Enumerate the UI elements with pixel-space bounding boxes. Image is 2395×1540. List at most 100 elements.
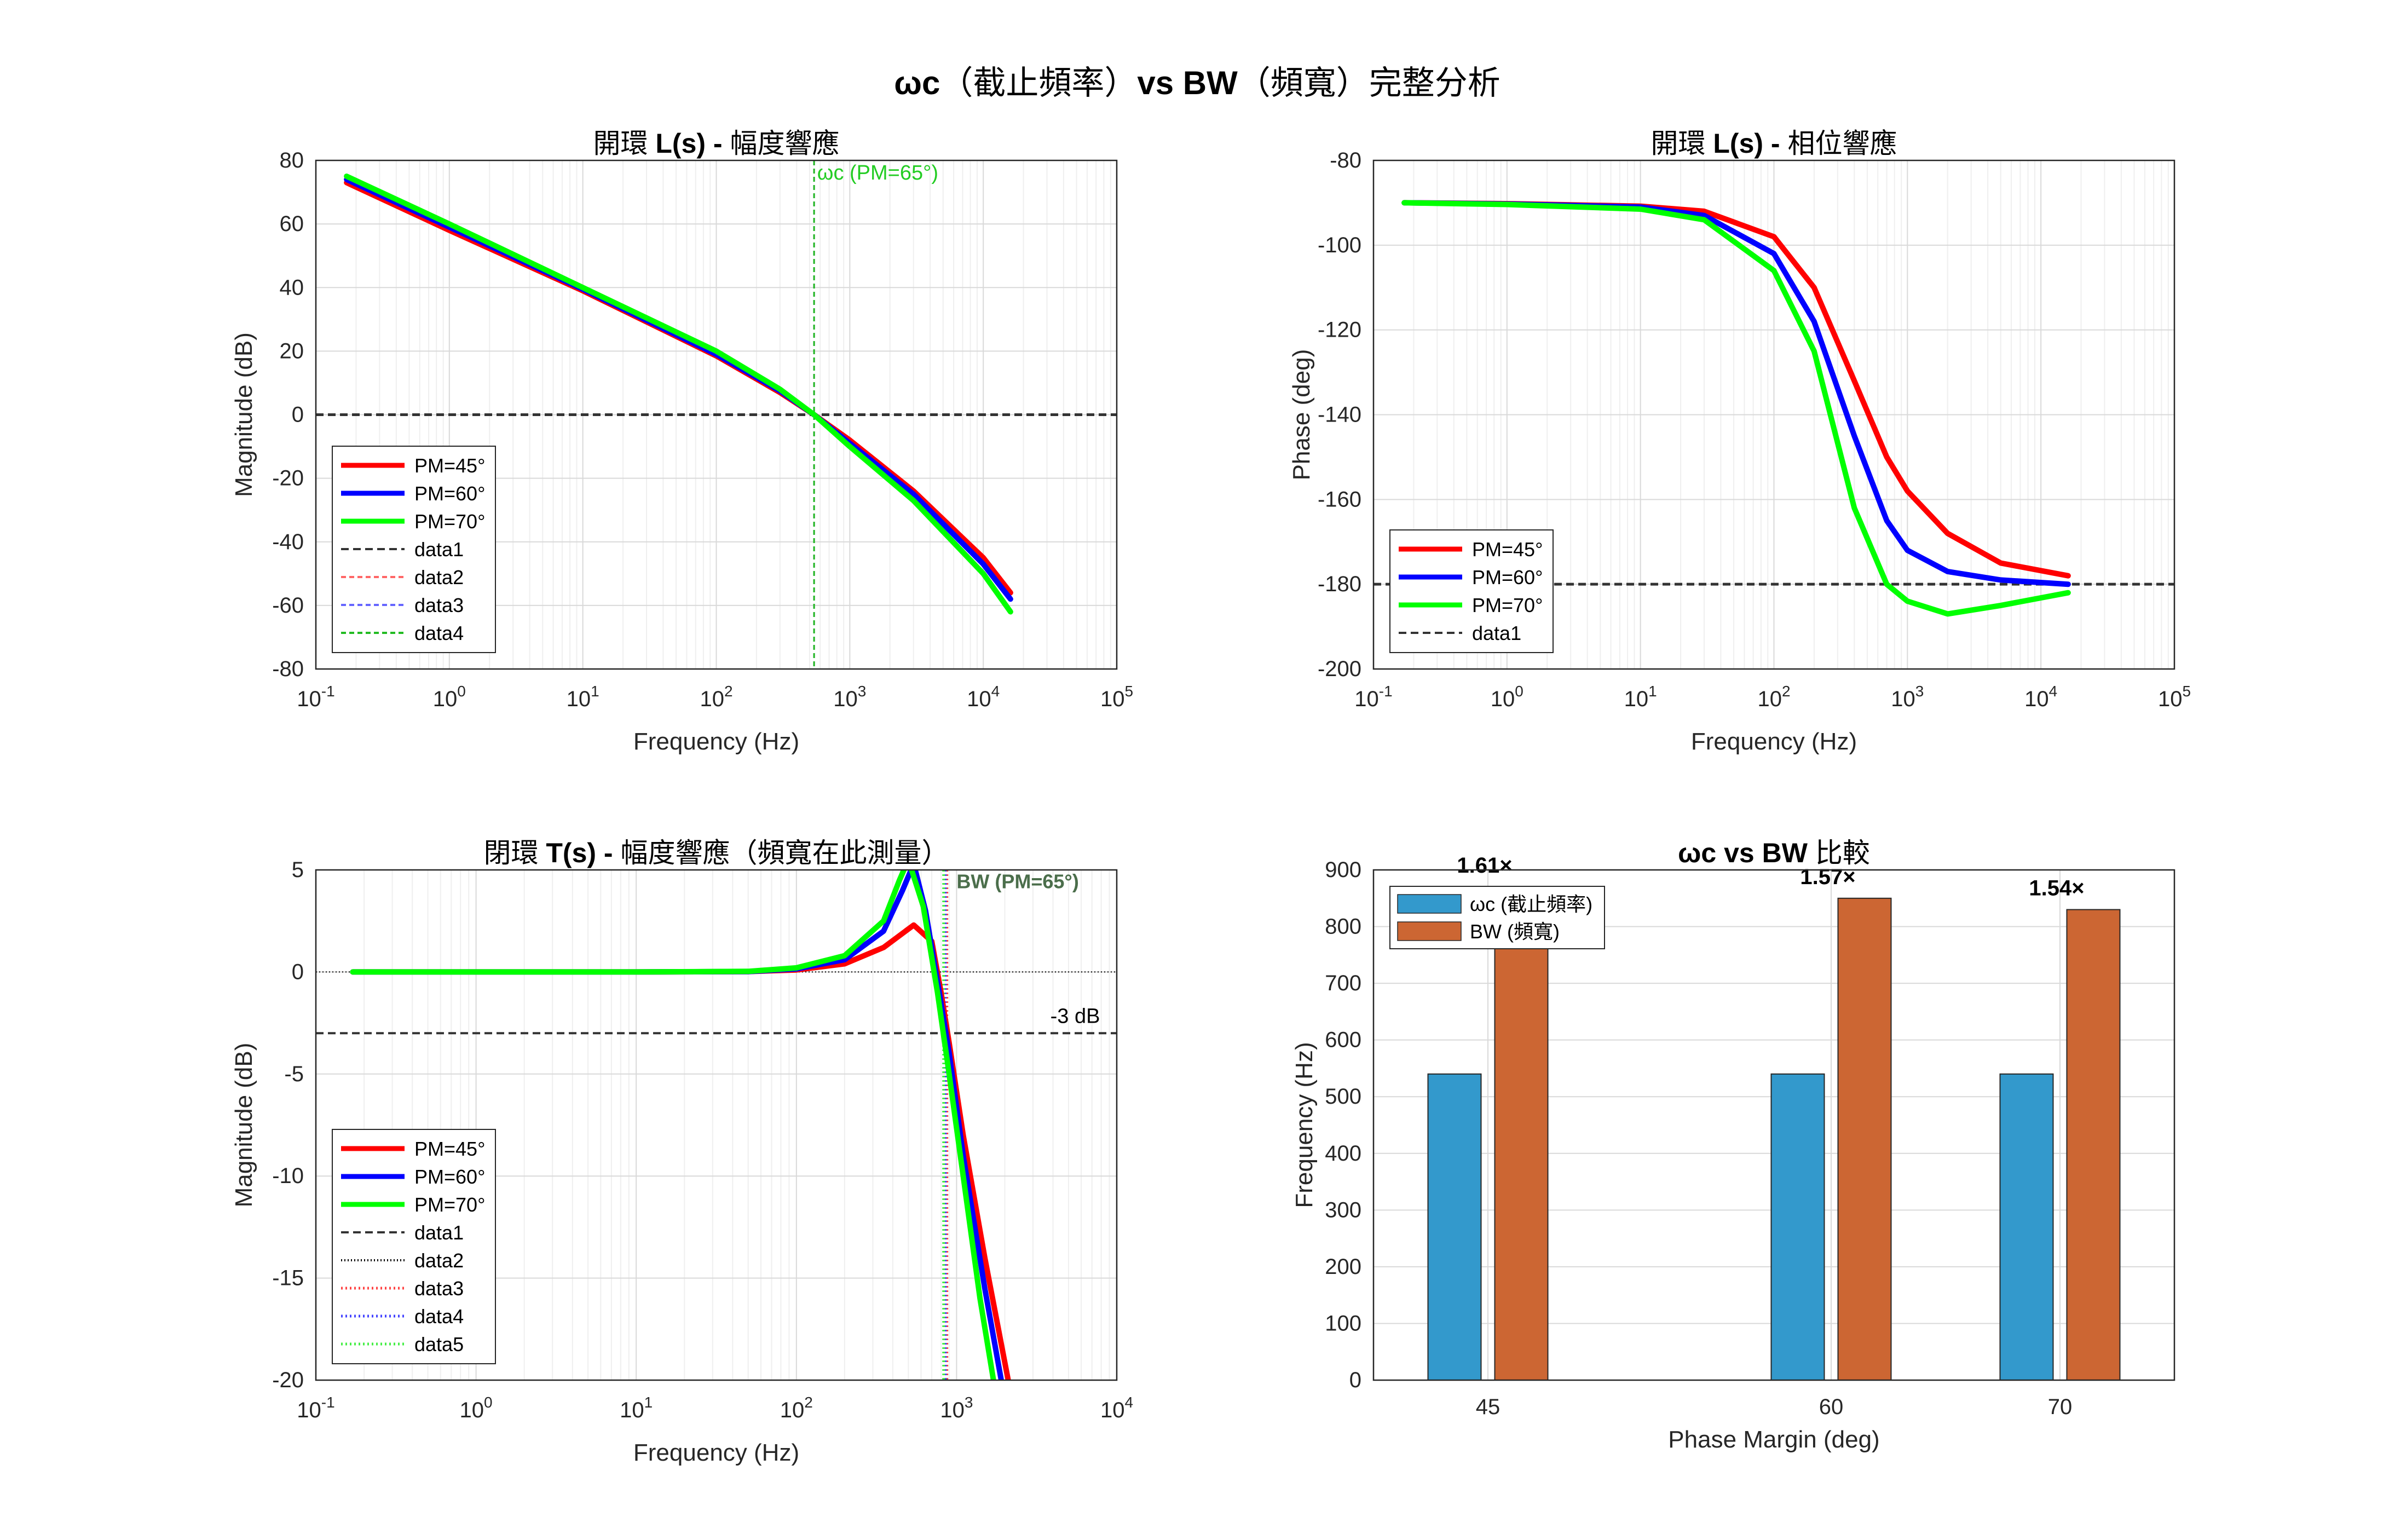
y-tick-label: -120 xyxy=(1318,318,1361,342)
x-axis-label: Phase Margin (deg) xyxy=(1668,1426,1879,1453)
series-line-3 xyxy=(344,174,1013,615)
y-tick-label: 0 xyxy=(1349,1368,1361,1392)
series-group xyxy=(344,174,1013,615)
x-tick-label: 10-1 xyxy=(1354,683,1392,711)
x-tick-label: 10-1 xyxy=(297,683,334,711)
x-axis-label: Frequency (Hz) xyxy=(633,728,799,755)
x-tick-label: 102 xyxy=(780,1394,813,1422)
y-tick-label: 80 xyxy=(280,148,304,172)
annotation: -3 dB xyxy=(1051,1005,1100,1028)
legend-label: data5 xyxy=(414,1333,464,1356)
ratio-label: 1.61× xyxy=(1457,853,1512,878)
y-tick-label: 5 xyxy=(292,858,304,882)
y-tick-label: 0 xyxy=(292,403,304,427)
y-tick-label: -180 xyxy=(1318,572,1361,596)
bar-wc xyxy=(1427,1073,1482,1381)
y-tick-label: 600 xyxy=(1325,1028,1361,1052)
y-tick-label: -20 xyxy=(272,1368,304,1392)
y-tick-label: -160 xyxy=(1318,487,1361,511)
y-axis-label: Frequency (Hz) xyxy=(1291,1042,1318,1208)
legend: PM=45° PM=60° PM=70° data1 xyxy=(1389,529,1554,653)
series-group xyxy=(1401,200,2071,617)
y-tick-label: -5 xyxy=(284,1062,304,1086)
panel-closed-loop-magnitude: 10-1 100 101 102 103 104 -20 -15 -10 -5 0 5 BW (PM=6… xyxy=(230,838,1133,1466)
y-axis-label: Magnitude (dB) xyxy=(230,332,257,497)
legend-label: PM=60° xyxy=(1472,566,1543,589)
y-tick-label: -10 xyxy=(272,1164,304,1188)
y-tick-label: 400 xyxy=(1325,1141,1361,1166)
y-tick-label: -15 xyxy=(272,1266,304,1290)
legend-label: PM=45° xyxy=(414,454,485,477)
series-line-3 xyxy=(1401,200,2071,617)
x-tick-label: 105 xyxy=(2158,683,2191,711)
axes-frame xyxy=(315,159,1118,670)
y-tick-label: -140 xyxy=(1318,403,1361,427)
x-tick-label: 10-1 xyxy=(297,1394,334,1422)
y-axis-label: Magnitude (dB) xyxy=(230,1043,257,1208)
x-tick-label: 104 xyxy=(1100,1394,1133,1422)
x-tick-label: 100 xyxy=(460,1394,493,1422)
axes-frame xyxy=(315,869,1118,1381)
annotation: BW (PM=65°) xyxy=(956,870,1078,893)
legend-box xyxy=(332,1129,496,1364)
chart-title: 閉環 T(s) - 幅度響應（頻寬在此測量） xyxy=(483,838,949,868)
x-tick-label: 101 xyxy=(567,683,599,711)
x-axis-label: Frequency (Hz) xyxy=(1691,728,1857,755)
legend-label: data4 xyxy=(414,622,464,644)
y-tick-label: -200 xyxy=(1318,657,1361,681)
y-tick-label: 60 xyxy=(280,212,304,236)
bar-bw xyxy=(2066,909,2121,1381)
legend-label: PM=70° xyxy=(1472,594,1543,616)
y-tick-label: -60 xyxy=(272,593,304,618)
bar-wc xyxy=(1770,1073,1825,1381)
panel-loop-phase: 10-1 100 101 102 103 104 105 -200 -180 -160 -140 -1… xyxy=(1288,128,2191,755)
chart-title: 開環 L(s) - 幅度響應 xyxy=(593,128,839,159)
y-tick-label: 300 xyxy=(1325,1198,1361,1222)
y-tick-label: -100 xyxy=(1318,233,1361,257)
legend-label: data3 xyxy=(414,594,464,616)
x-tick-label: 70 xyxy=(2048,1395,2073,1419)
axes-frame xyxy=(1372,159,2175,670)
figure-suptitle: ωc（截止頻率）vs BW（頻寬）完整分析 xyxy=(894,65,1500,101)
legend-label: PM=45° xyxy=(1472,538,1543,561)
series-line-3 xyxy=(350,870,996,1380)
ratio-label: 1.57× xyxy=(1800,865,1855,889)
y-tick-label: 700 xyxy=(1325,971,1361,995)
x-tick-label: 104 xyxy=(967,683,1000,711)
legend-label: BW (頻寬) xyxy=(1470,920,1560,943)
y-axis-label: Phase (deg) xyxy=(1288,349,1315,481)
legend-label: PM=70° xyxy=(414,510,485,533)
y-tick-label: 500 xyxy=(1325,1085,1361,1109)
y-tick-label: 40 xyxy=(280,275,304,299)
x-tick-label: 105 xyxy=(1100,683,1133,711)
axes-frame xyxy=(1372,869,2175,1381)
bar-bw xyxy=(1837,897,1892,1381)
x-tick-label: 100 xyxy=(1491,683,1523,711)
x-tick-label: 60 xyxy=(1819,1395,1844,1419)
y-tick-label: -80 xyxy=(272,657,304,681)
x-axis-label: Frequency (Hz) xyxy=(633,1439,799,1466)
legend-label: ωc (截止頻率) xyxy=(1470,893,1592,915)
legend-label: PM=45° xyxy=(414,1138,485,1160)
bar-bw xyxy=(1494,886,1549,1381)
series-group xyxy=(350,870,1011,1380)
legend-label: data1 xyxy=(414,538,464,561)
legend-label: data3 xyxy=(414,1277,464,1300)
y-tick-label: -40 xyxy=(272,530,304,554)
x-tick-label: 101 xyxy=(620,1394,653,1422)
chart-title: ωc vs BW 比較 xyxy=(1678,838,1870,868)
legend-label: PM=70° xyxy=(414,1193,485,1216)
legend-label: data1 xyxy=(414,1221,464,1244)
y-tick-label: 100 xyxy=(1325,1311,1361,1335)
legend: PM=45° PM=60° PM=70° data1 data2 data3 data4 xyxy=(332,446,496,653)
y-tick-label: 900 xyxy=(1325,858,1361,882)
legend: PM=45° PM=60° PM=70° data1 data2 data3 data4 da… xyxy=(332,1129,496,1364)
bar-wc xyxy=(1999,1073,2054,1381)
y-tick-label: -80 xyxy=(1330,148,1361,172)
chart-title: 開環 L(s) - 相位響應 xyxy=(1650,128,1897,159)
legend-label: data2 xyxy=(414,566,464,589)
x-tick-label: 102 xyxy=(1757,683,1790,711)
y-tick-label: 200 xyxy=(1325,1255,1361,1279)
legend-swatch xyxy=(1397,921,1462,941)
